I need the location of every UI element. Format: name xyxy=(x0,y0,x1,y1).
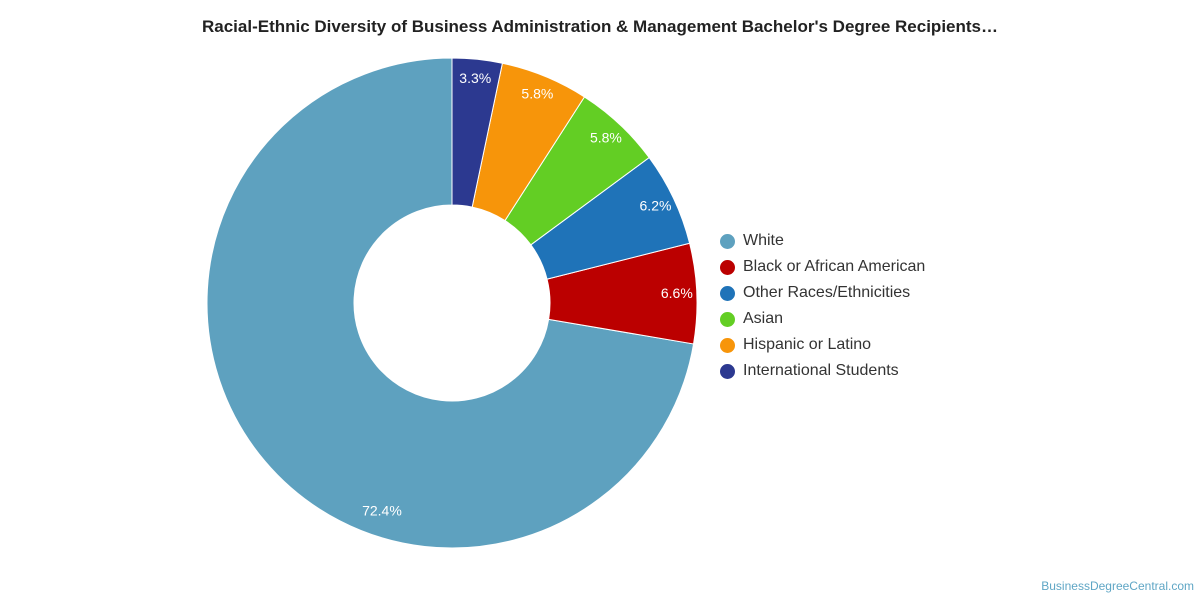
data-label: 6.6% xyxy=(661,285,693,301)
slice-white[interactable] xyxy=(206,57,695,549)
slice-other-races-ethnicities[interactable] xyxy=(530,156,691,280)
data-label: 5.8% xyxy=(521,86,553,102)
data-label: 3.3% xyxy=(459,70,491,86)
legend-swatch xyxy=(720,285,735,301)
legend-swatch xyxy=(720,233,735,249)
legend-label: Other Races/Ethnicities xyxy=(743,284,911,301)
legend-label: Asian xyxy=(743,310,784,327)
chart-legend: White Black or African American Other Race… xyxy=(720,228,925,384)
legend-item[interactable]: Asian xyxy=(720,306,925,332)
legend-swatch xyxy=(720,363,735,379)
legend-swatch xyxy=(720,337,735,353)
slice-hispanic-or-latino[interactable] xyxy=(471,62,586,222)
legend-label: White xyxy=(743,232,784,249)
slice-black-or-african-american[interactable] xyxy=(546,242,698,345)
legend-item[interactable]: White xyxy=(720,228,925,254)
data-label: 6.2% xyxy=(640,198,672,214)
data-label: 72.4% xyxy=(362,502,402,518)
legend-label: Hispanic or Latino xyxy=(743,336,872,353)
source-credit[interactable]: BusinessDegreeCentral.com xyxy=(1041,579,1194,593)
legend-item[interactable]: Hispanic or Latino xyxy=(720,332,925,358)
legend-item[interactable]: Black or African American xyxy=(720,254,925,280)
legend-swatch xyxy=(720,311,735,327)
data-label: 5.8% xyxy=(590,130,622,146)
slice-asian[interactable] xyxy=(504,96,650,246)
legend-item[interactable]: Other Races/Ethnicities xyxy=(720,280,925,306)
legend-label: International Students xyxy=(743,362,899,379)
slice-international-students[interactable] xyxy=(451,57,503,208)
legend-swatch xyxy=(720,259,735,275)
legend-item[interactable]: International Students xyxy=(720,358,925,384)
chart-title: Racial-Ethnic Diversity of Business Admi… xyxy=(201,17,998,36)
legend-label: Black or African American xyxy=(743,258,926,275)
